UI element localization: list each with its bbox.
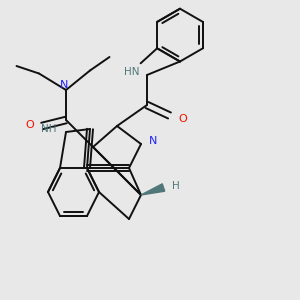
Text: O: O [26, 119, 34, 130]
Text: O: O [178, 113, 187, 124]
Text: H: H [172, 181, 180, 191]
Text: N: N [148, 136, 157, 146]
Text: N: N [60, 80, 69, 91]
Text: HN: HN [124, 67, 140, 77]
Text: NH: NH [41, 124, 57, 134]
Polygon shape [141, 184, 165, 195]
